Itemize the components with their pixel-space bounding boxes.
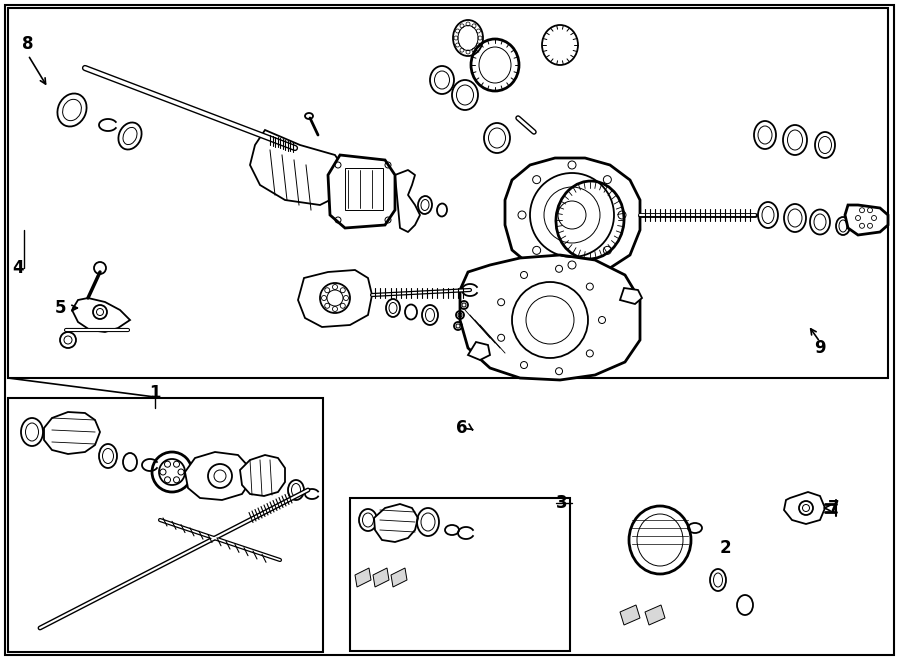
Text: 1: 1 bbox=[149, 384, 161, 402]
Polygon shape bbox=[328, 155, 395, 228]
Text: 4: 4 bbox=[13, 259, 23, 277]
Polygon shape bbox=[44, 412, 100, 454]
Bar bbox=[345, 168, 383, 210]
Bar bbox=[8, 398, 323, 652]
Polygon shape bbox=[298, 270, 372, 327]
Polygon shape bbox=[460, 255, 640, 380]
Polygon shape bbox=[845, 205, 888, 235]
Polygon shape bbox=[468, 342, 490, 360]
Text: 3: 3 bbox=[556, 494, 568, 512]
Text: 6: 6 bbox=[456, 419, 468, 437]
Polygon shape bbox=[355, 568, 371, 587]
Text: 5: 5 bbox=[54, 299, 66, 317]
Polygon shape bbox=[185, 452, 250, 500]
Text: 9: 9 bbox=[814, 339, 826, 357]
Text: 2: 2 bbox=[719, 539, 731, 557]
Polygon shape bbox=[391, 568, 407, 587]
Bar bbox=[350, 498, 570, 651]
Polygon shape bbox=[250, 130, 345, 205]
Polygon shape bbox=[374, 504, 418, 542]
Text: 7: 7 bbox=[828, 499, 840, 517]
Polygon shape bbox=[784, 492, 825, 524]
Polygon shape bbox=[645, 605, 665, 625]
Polygon shape bbox=[72, 298, 130, 332]
Polygon shape bbox=[620, 605, 640, 625]
Polygon shape bbox=[620, 288, 642, 304]
Polygon shape bbox=[505, 158, 640, 272]
Bar bbox=[8, 8, 888, 378]
Polygon shape bbox=[240, 455, 285, 496]
Text: 8: 8 bbox=[22, 35, 34, 53]
Polygon shape bbox=[373, 568, 389, 587]
